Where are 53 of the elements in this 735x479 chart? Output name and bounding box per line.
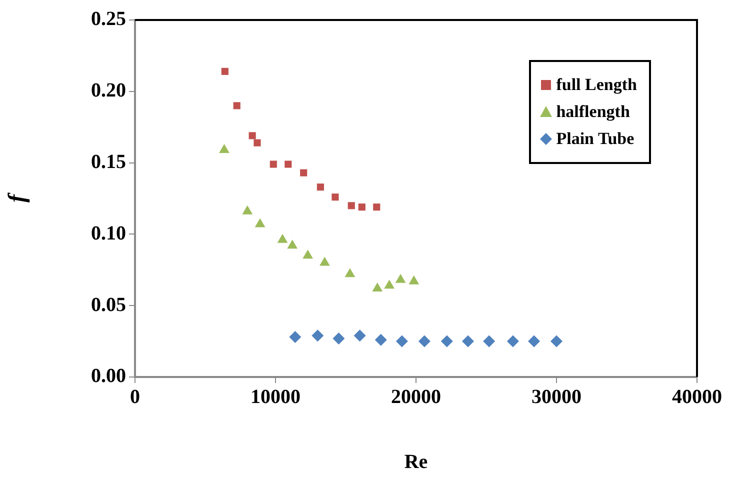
point <box>374 334 387 346</box>
point <box>408 275 420 284</box>
point <box>312 330 324 342</box>
point <box>221 68 228 75</box>
y-tick-label: 0.20 <box>91 80 126 102</box>
point <box>483 335 496 348</box>
point <box>396 335 408 348</box>
point <box>384 280 394 289</box>
point <box>300 169 308 176</box>
y-tick-label: 0.00 <box>91 365 126 388</box>
point <box>373 204 380 211</box>
point <box>254 218 266 228</box>
legend-label: Plain Tube <box>556 129 634 149</box>
x-tick-label: 40000 <box>672 386 722 408</box>
point <box>219 144 230 153</box>
y-tick-label: 0.10 <box>91 222 126 244</box>
x-tick-label: 0 <box>130 386 140 408</box>
point <box>358 204 366 211</box>
y-axis-title: f <box>4 192 31 202</box>
point <box>372 282 383 292</box>
point <box>332 194 339 201</box>
point <box>248 132 256 140</box>
point <box>506 335 519 348</box>
point <box>332 332 345 344</box>
point <box>319 256 330 266</box>
x-tick-label: 10000 <box>250 386 300 408</box>
point <box>528 335 540 348</box>
point <box>302 250 314 259</box>
y-tick-label: 0.25 <box>91 8 126 30</box>
point <box>395 274 406 283</box>
point <box>242 205 253 214</box>
point <box>284 160 292 168</box>
x-tick-label: 30000 <box>532 386 582 408</box>
point <box>270 160 277 168</box>
point <box>316 184 324 191</box>
point <box>344 268 356 278</box>
y-tick-label: 0.15 <box>91 150 126 173</box>
y-tick-label: 0.05 <box>91 294 126 316</box>
point <box>550 335 562 348</box>
x-axis-title: Re <box>404 451 428 474</box>
point <box>233 102 240 110</box>
x-tick-label: 20000 <box>391 386 441 408</box>
point <box>354 330 366 342</box>
point <box>348 202 355 210</box>
point <box>287 240 298 249</box>
point <box>418 335 430 348</box>
legend-label: full Length <box>556 75 637 95</box>
point <box>254 139 261 146</box>
point <box>277 234 288 243</box>
point <box>462 335 474 348</box>
legend-label: halflength <box>556 102 630 122</box>
point <box>289 331 302 344</box>
point <box>440 335 453 348</box>
